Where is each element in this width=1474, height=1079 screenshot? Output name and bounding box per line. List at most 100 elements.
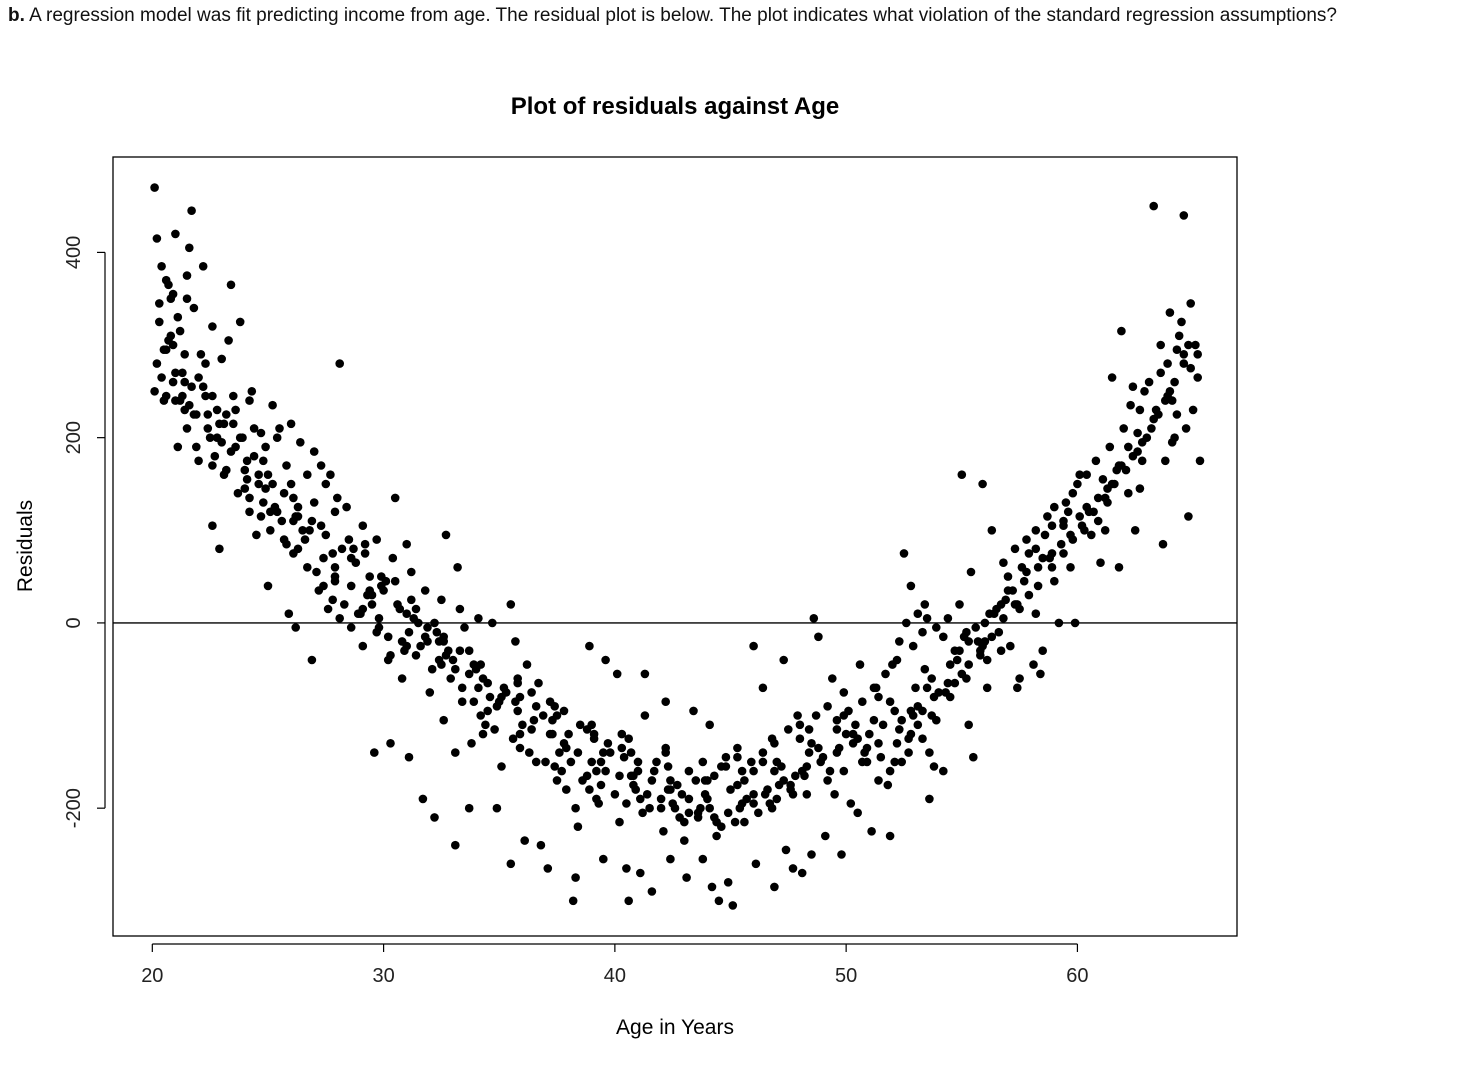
data-point — [515, 729, 525, 739]
data-point — [1195, 456, 1205, 466]
data-point — [455, 604, 465, 614]
data-point — [714, 896, 724, 906]
data-point — [180, 377, 189, 387]
data-point — [814, 743, 823, 753]
data-point — [1080, 526, 1089, 535]
data-point — [802, 790, 812, 799]
data-point — [488, 618, 497, 628]
data-point — [298, 526, 307, 535]
data-point — [1075, 470, 1084, 480]
data-point — [1047, 521, 1057, 530]
data-point — [1158, 539, 1168, 549]
data-point — [224, 336, 233, 345]
data-point — [832, 748, 842, 757]
data-point — [1128, 382, 1138, 392]
data-point — [511, 697, 520, 706]
data-point — [1193, 373, 1202, 382]
data-point — [925, 794, 934, 804]
data-point — [208, 391, 217, 401]
data-point — [494, 697, 504, 706]
data-point — [982, 683, 992, 693]
data-point — [712, 817, 721, 827]
data-point — [705, 803, 714, 813]
data-point — [1054, 618, 1064, 628]
data-point — [457, 697, 467, 706]
data-point — [434, 637, 444, 646]
data-point — [941, 688, 950, 697]
data-point — [481, 720, 490, 730]
data-point — [233, 488, 243, 498]
data-point — [330, 563, 340, 572]
data-point — [1029, 660, 1038, 669]
data-point — [1022, 567, 1031, 577]
data-point — [890, 706, 899, 716]
data-point — [469, 660, 479, 669]
data-point — [231, 405, 240, 415]
data-point — [377, 572, 386, 581]
data-point — [474, 614, 483, 623]
data-point — [171, 368, 180, 378]
data-point — [865, 729, 874, 739]
data-point — [527, 725, 536, 734]
data-point — [451, 840, 460, 850]
data-point — [1003, 586, 1013, 595]
data-point — [698, 854, 708, 864]
data-point — [321, 530, 331, 540]
data-point — [164, 280, 173, 290]
data-point — [430, 618, 439, 628]
data-point — [425, 688, 435, 697]
data-point — [282, 539, 291, 549]
data-point — [742, 794, 751, 804]
data-point — [908, 711, 918, 720]
data-point — [173, 312, 183, 322]
data-point — [441, 530, 451, 540]
data-point — [700, 776, 710, 785]
data-point — [323, 604, 333, 614]
data-point — [370, 748, 379, 757]
data-point — [1033, 563, 1043, 572]
data-point — [219, 470, 229, 480]
data-point — [578, 776, 587, 785]
data-point — [839, 688, 849, 697]
data-point — [562, 743, 571, 753]
data-point — [1038, 646, 1047, 655]
data-point — [969, 752, 978, 762]
data-point — [282, 461, 291, 470]
data-point — [1170, 377, 1179, 387]
data-point — [226, 280, 236, 290]
data-point — [161, 345, 171, 355]
data-point — [987, 526, 997, 535]
data-point — [830, 790, 839, 799]
data-point — [772, 794, 782, 804]
data-point — [804, 748, 814, 757]
data-point — [964, 720, 973, 730]
data-point — [508, 734, 518, 743]
data-point — [837, 850, 846, 859]
data-point — [439, 715, 449, 725]
data-point — [511, 637, 520, 646]
data-point — [640, 711, 650, 720]
data-point — [407, 595, 416, 605]
data-point — [1050, 576, 1059, 586]
data-point — [828, 674, 837, 683]
data-point — [666, 776, 675, 785]
data-point — [788, 864, 798, 873]
data-point — [874, 739, 883, 748]
data-point — [1043, 512, 1052, 521]
data-point — [321, 479, 331, 489]
data-point — [192, 410, 201, 419]
data-point — [566, 757, 576, 767]
data-point — [536, 840, 546, 850]
data-point — [155, 317, 164, 327]
data-point — [326, 470, 335, 480]
data-point — [316, 521, 326, 530]
data-point — [994, 627, 1004, 637]
data-point — [259, 498, 268, 507]
data-point — [874, 776, 883, 785]
data-point — [1191, 340, 1200, 350]
data-point — [1179, 359, 1189, 368]
data-point — [1124, 442, 1133, 452]
data-point — [1103, 498, 1112, 507]
data-point — [980, 618, 990, 628]
data-point — [286, 479, 296, 489]
